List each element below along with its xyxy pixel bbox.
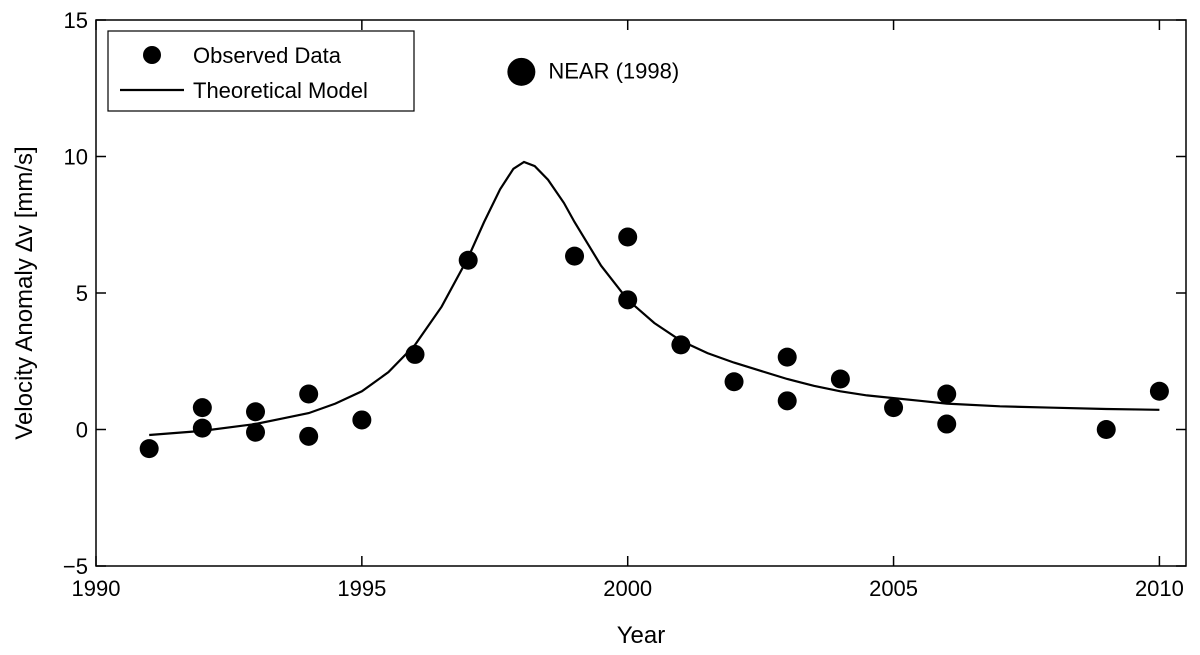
data-point	[1149, 381, 1169, 401]
x-tick-label: 1990	[72, 576, 121, 601]
data-point	[299, 384, 319, 404]
near-marker	[507, 57, 536, 86]
x-axis-label: Year	[617, 622, 666, 649]
y-tick-label: 5	[76, 281, 88, 306]
data-point	[299, 426, 319, 446]
legend-model-label: Theoretical Model	[193, 78, 368, 103]
data-point	[777, 347, 797, 367]
data-point	[565, 246, 585, 266]
theoretical-model-line	[149, 160, 1160, 437]
data-point	[777, 391, 797, 411]
axis-ticks	[95, 19, 1186, 567]
y-axis-label: Velocity Anomaly ∆v [mm/s]	[11, 146, 38, 439]
data-point	[458, 250, 478, 270]
data-point	[1096, 420, 1116, 439]
x-tick-label: 2000	[603, 576, 652, 601]
data-point	[884, 398, 904, 418]
x-tick-label: 2005	[869, 576, 918, 601]
data-point	[671, 335, 691, 355]
tick-labels: 1990 1995 2000 2005 2010 −5 0 5 10 15	[63, 8, 1184, 601]
observed-data-points	[139, 227, 1169, 459]
data-point	[192, 398, 212, 418]
data-point	[937, 414, 957, 434]
data-point	[192, 418, 212, 438]
data-point	[830, 369, 850, 389]
y-tick-label: 10	[64, 145, 88, 170]
legend: Observed Data Theoretical Model	[107, 30, 415, 112]
legend-observed-label: Observed Data	[193, 43, 342, 68]
data-point	[139, 439, 159, 459]
data-point	[405, 344, 425, 364]
data-point	[618, 290, 638, 310]
legend-observed-marker	[143, 46, 161, 64]
y-tick-label: −5	[63, 554, 88, 579]
y-tick-label: 0	[76, 418, 88, 443]
x-tick-label: 2010	[1135, 576, 1184, 601]
data-point	[937, 384, 957, 404]
data-point	[246, 422, 266, 442]
data-point	[724, 372, 744, 392]
near-annotation: NEAR (1998)	[507, 57, 679, 86]
data-point	[618, 227, 638, 247]
y-tick-label: 15	[64, 8, 88, 33]
data-point	[352, 410, 372, 430]
legend-box	[107, 30, 415, 112]
near-label: NEAR (1998)	[548, 59, 679, 84]
data-point	[246, 402, 266, 422]
x-tick-label: 1995	[337, 576, 386, 601]
